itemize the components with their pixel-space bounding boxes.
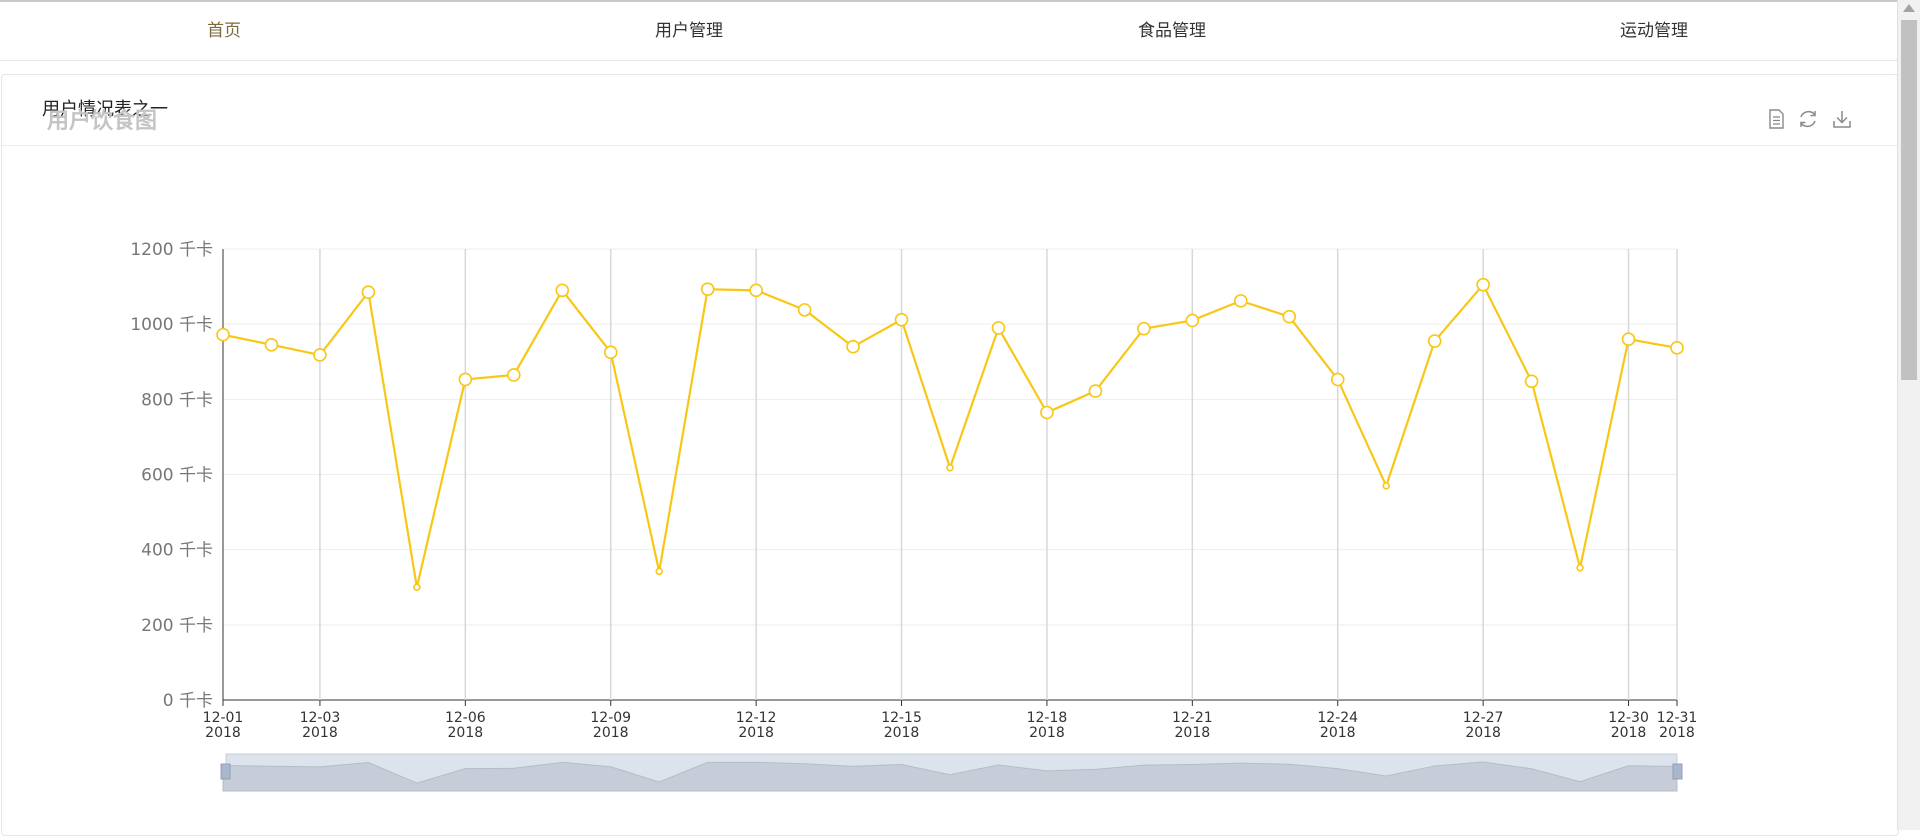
x-tick-label: 12-03	[300, 710, 341, 726]
x-tick-label-year: 2018	[448, 725, 484, 741]
data-zoom-preview	[222, 761, 1678, 792]
y-tick-label: 1200 千卡	[130, 240, 213, 260]
data-point	[1382, 481, 1390, 490]
data-point	[1670, 341, 1684, 355]
x-tick-label-year: 2018	[1320, 725, 1356, 741]
data-point	[1137, 321, 1151, 336]
y-tick-label: 0 千卡	[163, 691, 213, 711]
x-tick-label: 12-21	[1172, 710, 1213, 726]
scroll-up-arrow-icon[interactable]	[1903, 4, 1915, 12]
x-tick-label-year: 2018	[593, 725, 629, 741]
data-point	[700, 282, 715, 297]
data-point	[313, 348, 327, 362]
x-tick-label-year: 2018	[1611, 725, 1647, 741]
y-tick-label: 400 千卡	[141, 541, 213, 561]
x-tick-label: 12-31	[1657, 710, 1698, 726]
x-tick-label: 12-30	[1608, 710, 1649, 726]
x-tick-label-year: 2018	[884, 725, 920, 741]
x-tick-label: 12-27	[1463, 710, 1504, 726]
x-tick-label: 12-09	[590, 710, 631, 726]
y-tick-label: 1000 千卡	[130, 315, 213, 335]
save-image-icon[interactable]	[1831, 108, 1853, 130]
nav-item-exercise-management[interactable]: 运动管理	[1620, 21, 1688, 41]
chart-title: 用户饮食图	[47, 109, 158, 134]
top-border	[0, 0, 1898, 2]
data-point	[361, 285, 376, 300]
data-point	[264, 338, 279, 352]
scrollbar-thumb[interactable]	[1901, 20, 1917, 380]
data-point	[991, 321, 1006, 335]
x-tick-label: 12-12	[736, 710, 777, 726]
vertical-scrollbar[interactable]	[1897, 0, 1920, 830]
nav-item-home[interactable]: 首页	[207, 21, 241, 41]
data-point	[749, 283, 763, 298]
data-point	[1576, 563, 1584, 572]
data-point	[1282, 309, 1297, 324]
x-tick-label: 12-24	[1317, 710, 1358, 726]
x-tick-label: 12-01	[203, 710, 244, 726]
data-point	[846, 339, 860, 354]
data-point	[1524, 374, 1539, 389]
data-point	[1476, 277, 1490, 292]
y-tick-label: 800 千卡	[141, 390, 213, 410]
data-point	[506, 368, 521, 382]
x-tick-label: 12-15	[881, 710, 922, 726]
data-point	[1088, 384, 1103, 398]
data-point	[413, 583, 421, 592]
top-navigation: 首页 用户管理 食品管理 运动管理	[0, 2, 1898, 61]
data-view-icon[interactable]	[1765, 108, 1787, 130]
data-point	[894, 312, 909, 327]
data-zoom-right-handle[interactable]	[1672, 763, 1683, 780]
x-tick-label-year: 2018	[1175, 725, 1211, 741]
data-point	[797, 303, 812, 317]
chart-panel: 用户情况表之一	[1, 74, 1899, 836]
data-zoom-left-handle[interactable]	[220, 763, 231, 780]
nav-item-user-management[interactable]: 用户管理	[655, 21, 723, 41]
x-tick-label-year: 2018	[738, 725, 774, 741]
x-tick-label: 12-18	[1027, 710, 1068, 726]
data-point	[458, 372, 473, 387]
x-tick-label-year: 2018	[1659, 725, 1695, 741]
x-tick-label-year: 2018	[302, 725, 338, 741]
y-tick-label: 600 千卡	[141, 466, 213, 486]
data-point	[216, 327, 230, 342]
data-point	[1040, 405, 1054, 420]
y-tick-label: 200 千卡	[141, 616, 213, 636]
panel-title: 用户情况表之一	[2, 75, 1898, 146]
data-point	[946, 463, 954, 472]
data-point	[1427, 334, 1442, 348]
data-point	[1330, 372, 1345, 387]
restore-icon[interactable]	[1797, 108, 1819, 130]
nav-item-food-management[interactable]: 食品管理	[1138, 21, 1206, 41]
x-tick-label-year: 2018	[205, 725, 241, 741]
data-point	[555, 283, 570, 298]
data-point	[603, 345, 618, 360]
data-point	[1185, 313, 1200, 328]
data-point	[1621, 332, 1636, 347]
data-point	[1234, 294, 1248, 308]
x-tick-label-year: 2018	[1029, 725, 1065, 741]
x-tick-label: 12-06	[445, 710, 486, 726]
series-line	[222, 283, 1678, 589]
x-tick-label-year: 2018	[1465, 725, 1501, 741]
data-point	[655, 567, 664, 576]
